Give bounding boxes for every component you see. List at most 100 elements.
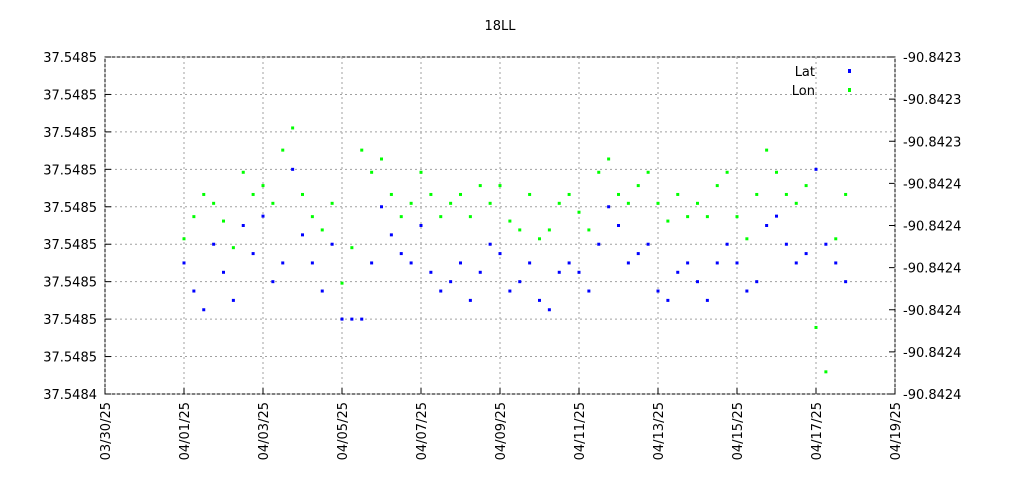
point	[281, 261, 285, 265]
point	[696, 280, 699, 284]
point	[202, 192, 206, 196]
point	[775, 214, 778, 218]
point	[202, 308, 206, 312]
point	[182, 237, 186, 241]
point	[212, 242, 216, 246]
point	[192, 215, 196, 219]
point	[330, 242, 334, 246]
point	[765, 224, 769, 227]
legend-marker	[848, 88, 851, 92]
point	[518, 280, 522, 284]
point	[212, 201, 216, 205]
x-tick-label: 04/09/25	[494, 402, 509, 460]
x-tick-label: 04/15/25	[731, 402, 746, 460]
x-tick-label: 04/11/25	[573, 402, 588, 460]
point	[814, 167, 818, 171]
point	[587, 289, 591, 293]
legend-label: Lat	[795, 65, 815, 80]
point	[271, 280, 275, 284]
point	[291, 126, 295, 130]
y2-tick-label: -90.8424	[903, 304, 961, 319]
point	[360, 148, 364, 152]
point	[409, 201, 413, 205]
point	[617, 192, 620, 196]
point	[399, 215, 403, 219]
point	[804, 252, 808, 256]
point	[261, 184, 265, 188]
point	[251, 192, 255, 196]
y-tick-label: 37.5485	[43, 51, 97, 66]
point	[271, 201, 275, 205]
point	[656, 201, 660, 205]
point	[696, 201, 699, 205]
chart-title: 18LL	[484, 19, 516, 34]
point	[824, 370, 828, 374]
x-tick-label: 04/17/25	[810, 402, 825, 460]
y-tick-label: 37.5485	[43, 276, 97, 291]
point	[844, 280, 848, 284]
point	[291, 167, 295, 171]
x-tick-label: 04/07/25	[415, 402, 430, 460]
point	[587, 228, 591, 232]
point	[429, 192, 433, 196]
point	[804, 184, 808, 188]
point	[794, 201, 798, 205]
point	[577, 210, 581, 214]
point	[468, 298, 472, 302]
point	[834, 261, 838, 265]
point	[409, 261, 413, 265]
point	[755, 192, 759, 196]
point	[192, 289, 196, 293]
point	[251, 252, 255, 256]
y-tick-label: 37.5485	[43, 351, 97, 366]
point	[518, 228, 522, 232]
y2-tick-label: -90.8423	[903, 135, 961, 150]
point	[636, 252, 640, 256]
point	[735, 261, 739, 265]
point	[824, 242, 828, 246]
point	[705, 298, 709, 302]
point	[419, 170, 423, 174]
point	[784, 242, 788, 246]
point	[666, 298, 670, 302]
point	[547, 308, 551, 312]
point	[617, 224, 620, 227]
point	[350, 246, 354, 250]
point	[370, 170, 374, 174]
y2-tick-label: -90.8424	[903, 388, 961, 403]
y-tick-label: 37.5485	[43, 201, 97, 216]
point	[775, 170, 778, 174]
point	[222, 219, 225, 223]
point	[735, 215, 739, 219]
point	[557, 201, 561, 205]
y-tick-label: 37.5485	[43, 238, 97, 253]
point	[755, 280, 759, 284]
point	[241, 224, 245, 227]
point	[261, 214, 265, 218]
point	[597, 170, 601, 174]
point	[320, 228, 324, 232]
point	[844, 192, 848, 196]
point	[459, 192, 462, 196]
point	[370, 261, 374, 265]
point	[301, 233, 304, 237]
point	[488, 242, 492, 246]
point	[231, 298, 235, 302]
point	[676, 192, 680, 196]
point	[182, 261, 186, 265]
point	[310, 215, 314, 219]
point	[567, 192, 571, 196]
point	[399, 252, 403, 256]
y-tick-label: 37.5485	[43, 313, 97, 328]
point	[626, 261, 630, 265]
point	[360, 317, 364, 321]
y-tick-label: 37.5485	[43, 126, 97, 141]
point	[538, 298, 541, 302]
point	[241, 170, 245, 174]
x-tick-label: 04/13/25	[652, 402, 667, 460]
point	[686, 261, 690, 265]
point	[646, 170, 650, 174]
point	[508, 289, 512, 293]
point	[478, 270, 482, 274]
